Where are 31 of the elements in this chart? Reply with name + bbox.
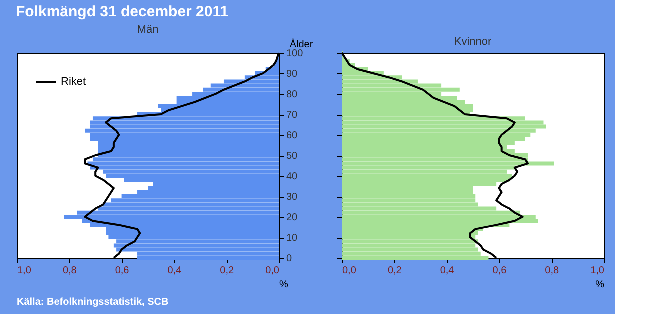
text: Folkmängd 31 december 2011 — [16, 4, 229, 20]
x-tick-label: 0,2 — [220, 266, 234, 276]
x-tick-label: 1,0 — [590, 266, 605, 276]
y-axis-title: Ålder — [290, 38, 314, 50]
x-tick-label: 0,2 — [388, 266, 402, 276]
x-tick-label: 0,4 — [440, 266, 455, 276]
y-tick-label: 10 — [286, 233, 298, 244]
y-tick-label: 50 — [286, 151, 298, 162]
y-tick-label: 30 — [286, 192, 298, 203]
chart-title: Kvinnor — [454, 36, 492, 48]
y-tick-label: 70 — [286, 110, 298, 121]
y-tick-label: 40 — [286, 172, 298, 182]
x-tick-label: 0,6 — [115, 266, 130, 276]
x-tick-label: 0,0 — [342, 266, 357, 276]
x-tick-label: 0,0 — [266, 266, 280, 276]
x-tick-label: 1,0 — [18, 266, 32, 276]
text: Källa: Befolkningsstatistik, SCB — [17, 297, 169, 308]
y-tick-label: 60 — [286, 130, 298, 142]
legend-label: Riket — [61, 76, 86, 88]
y-tick-label: 0 — [286, 254, 292, 264]
y-tick-label: 90 — [286, 69, 298, 80]
x-axis-title: % — [596, 280, 605, 290]
y-tick-label: 100 — [286, 48, 304, 60]
x-tick-label: 0,8 — [545, 266, 560, 276]
x-axis-title: % — [280, 280, 288, 290]
x-tick-label: 0,6 — [492, 266, 508, 276]
x-tick-label: 0,8 — [62, 266, 78, 276]
chart-title: Män — [137, 24, 159, 36]
y-tick-label: 20 — [286, 212, 298, 224]
x-tick-label: 0,4 — [168, 266, 182, 276]
y-tick-label: 80 — [286, 90, 298, 100]
